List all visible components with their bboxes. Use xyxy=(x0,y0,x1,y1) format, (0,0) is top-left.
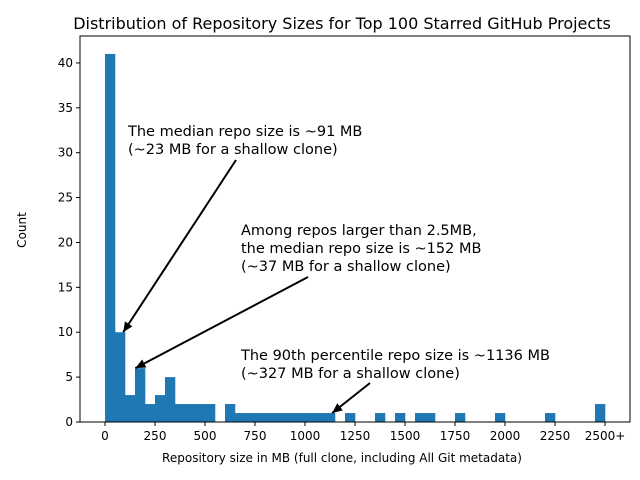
annotation-3-line-2: (~327 MB for a shallow clone) xyxy=(241,366,460,382)
histogram-bar-800 xyxy=(265,413,276,422)
histogram-bar-500 xyxy=(205,404,216,422)
histogram-bar-1750 xyxy=(455,413,466,422)
histogram-bar-150 xyxy=(135,368,146,422)
y-tick-label: 5 xyxy=(65,370,73,384)
annotations-group: The median repo size is ~91 MB (~23 MB fo… xyxy=(122,124,550,414)
histogram-bar-450 xyxy=(195,404,206,422)
histogram-bar-750 xyxy=(255,413,266,422)
histogram-bar-600 xyxy=(225,404,236,422)
histogram-bar-1050 xyxy=(315,413,326,422)
x-tick-label: 2250 xyxy=(540,429,571,443)
histogram-bar-2200 xyxy=(545,413,556,422)
histogram-bar-200 xyxy=(145,404,156,422)
x-tick-label: 1750 xyxy=(440,429,471,443)
annotation-2-arrow-head xyxy=(135,359,147,369)
histogram-bar-950 xyxy=(295,413,306,422)
y-tick-label: 15 xyxy=(58,280,73,294)
annotation-3-line-1: The 90th percentile repo size is ~1136 M… xyxy=(240,348,550,364)
chart-title: Distribution of Repository Sizes for Top… xyxy=(73,14,611,33)
histogram-bar-1000 xyxy=(305,413,316,422)
histogram-bar-100 xyxy=(125,395,136,422)
y-tick-label: 25 xyxy=(58,191,73,205)
histogram-bar-1600 xyxy=(425,413,436,422)
y-tick-label: 35 xyxy=(58,101,73,115)
annotation-2-line-1: Among repos larger than 2.5MB, xyxy=(241,223,477,239)
histogram-bar-1550 xyxy=(415,413,426,422)
annotation-1-arrow-shaft xyxy=(122,159,237,333)
histogram-bar-650 xyxy=(235,413,246,422)
histogram-bar-1950 xyxy=(495,413,506,422)
annotation-3-arrow-head xyxy=(332,403,343,414)
y-tick-label: 40 xyxy=(58,56,73,70)
annotation-2-line-3: (~37 MB for a shallow clone) xyxy=(241,259,451,275)
x-tick-label: 250 xyxy=(144,429,167,443)
x-tick-label: 500 xyxy=(194,429,217,443)
y-tick-label: 10 xyxy=(58,325,73,339)
x-tick-label: 750 xyxy=(244,429,267,443)
histogram-bar-400 xyxy=(185,404,196,422)
annotation-1-arrow-head xyxy=(123,321,133,333)
histogram-bar-1200 xyxy=(345,413,356,422)
y-axis-label: Count xyxy=(15,212,29,248)
histogram-bar-900 xyxy=(285,413,296,422)
histogram-bar-850 xyxy=(275,413,286,422)
x-tick-label: 2000 xyxy=(490,429,521,443)
annotation-2-line-2: the median repo size is ~152 MB xyxy=(241,241,481,257)
y-tick-label: 20 xyxy=(58,235,73,249)
histogram-bar-2450 xyxy=(595,404,606,422)
histogram-bar-300 xyxy=(165,377,176,422)
x-axis-label: Repository size in MB (full clone, inclu… xyxy=(162,451,522,465)
x-tick-label: 1250 xyxy=(340,429,371,443)
y-tick-label: 30 xyxy=(58,146,73,160)
histogram-bar-350 xyxy=(175,404,186,422)
histogram-bar-1450 xyxy=(395,413,406,422)
annotation-2-arrow-shaft xyxy=(134,276,309,370)
annotation-1-line-1: The median repo size is ~91 MB xyxy=(127,124,362,140)
histogram-bar-50 xyxy=(115,332,126,422)
histogram-bar-250 xyxy=(155,395,166,422)
histogram-bar-700 xyxy=(245,413,256,422)
x-tick-label: 2500+ xyxy=(585,429,626,443)
x-tick-label: 1500 xyxy=(390,429,421,443)
x-tick-label: 0 xyxy=(101,429,109,443)
bars-group xyxy=(105,53,606,422)
y-axis-ticks: 0 5 10 15 20 25 30 35 40 xyxy=(58,56,80,429)
x-tick-label: 1000 xyxy=(290,429,321,443)
y-tick-label: 0 xyxy=(65,415,73,429)
histogram-bar-1100 xyxy=(325,413,336,422)
x-axis-ticks: 0 250 500 750 1000 1250 1500 1750 2000 2250 2500+ xyxy=(101,422,625,443)
histogram-bar-1350 xyxy=(375,413,386,422)
histogram-bar-0 xyxy=(105,53,116,422)
annotation-1-line-2: (~23 MB for a shallow clone) xyxy=(128,142,338,158)
